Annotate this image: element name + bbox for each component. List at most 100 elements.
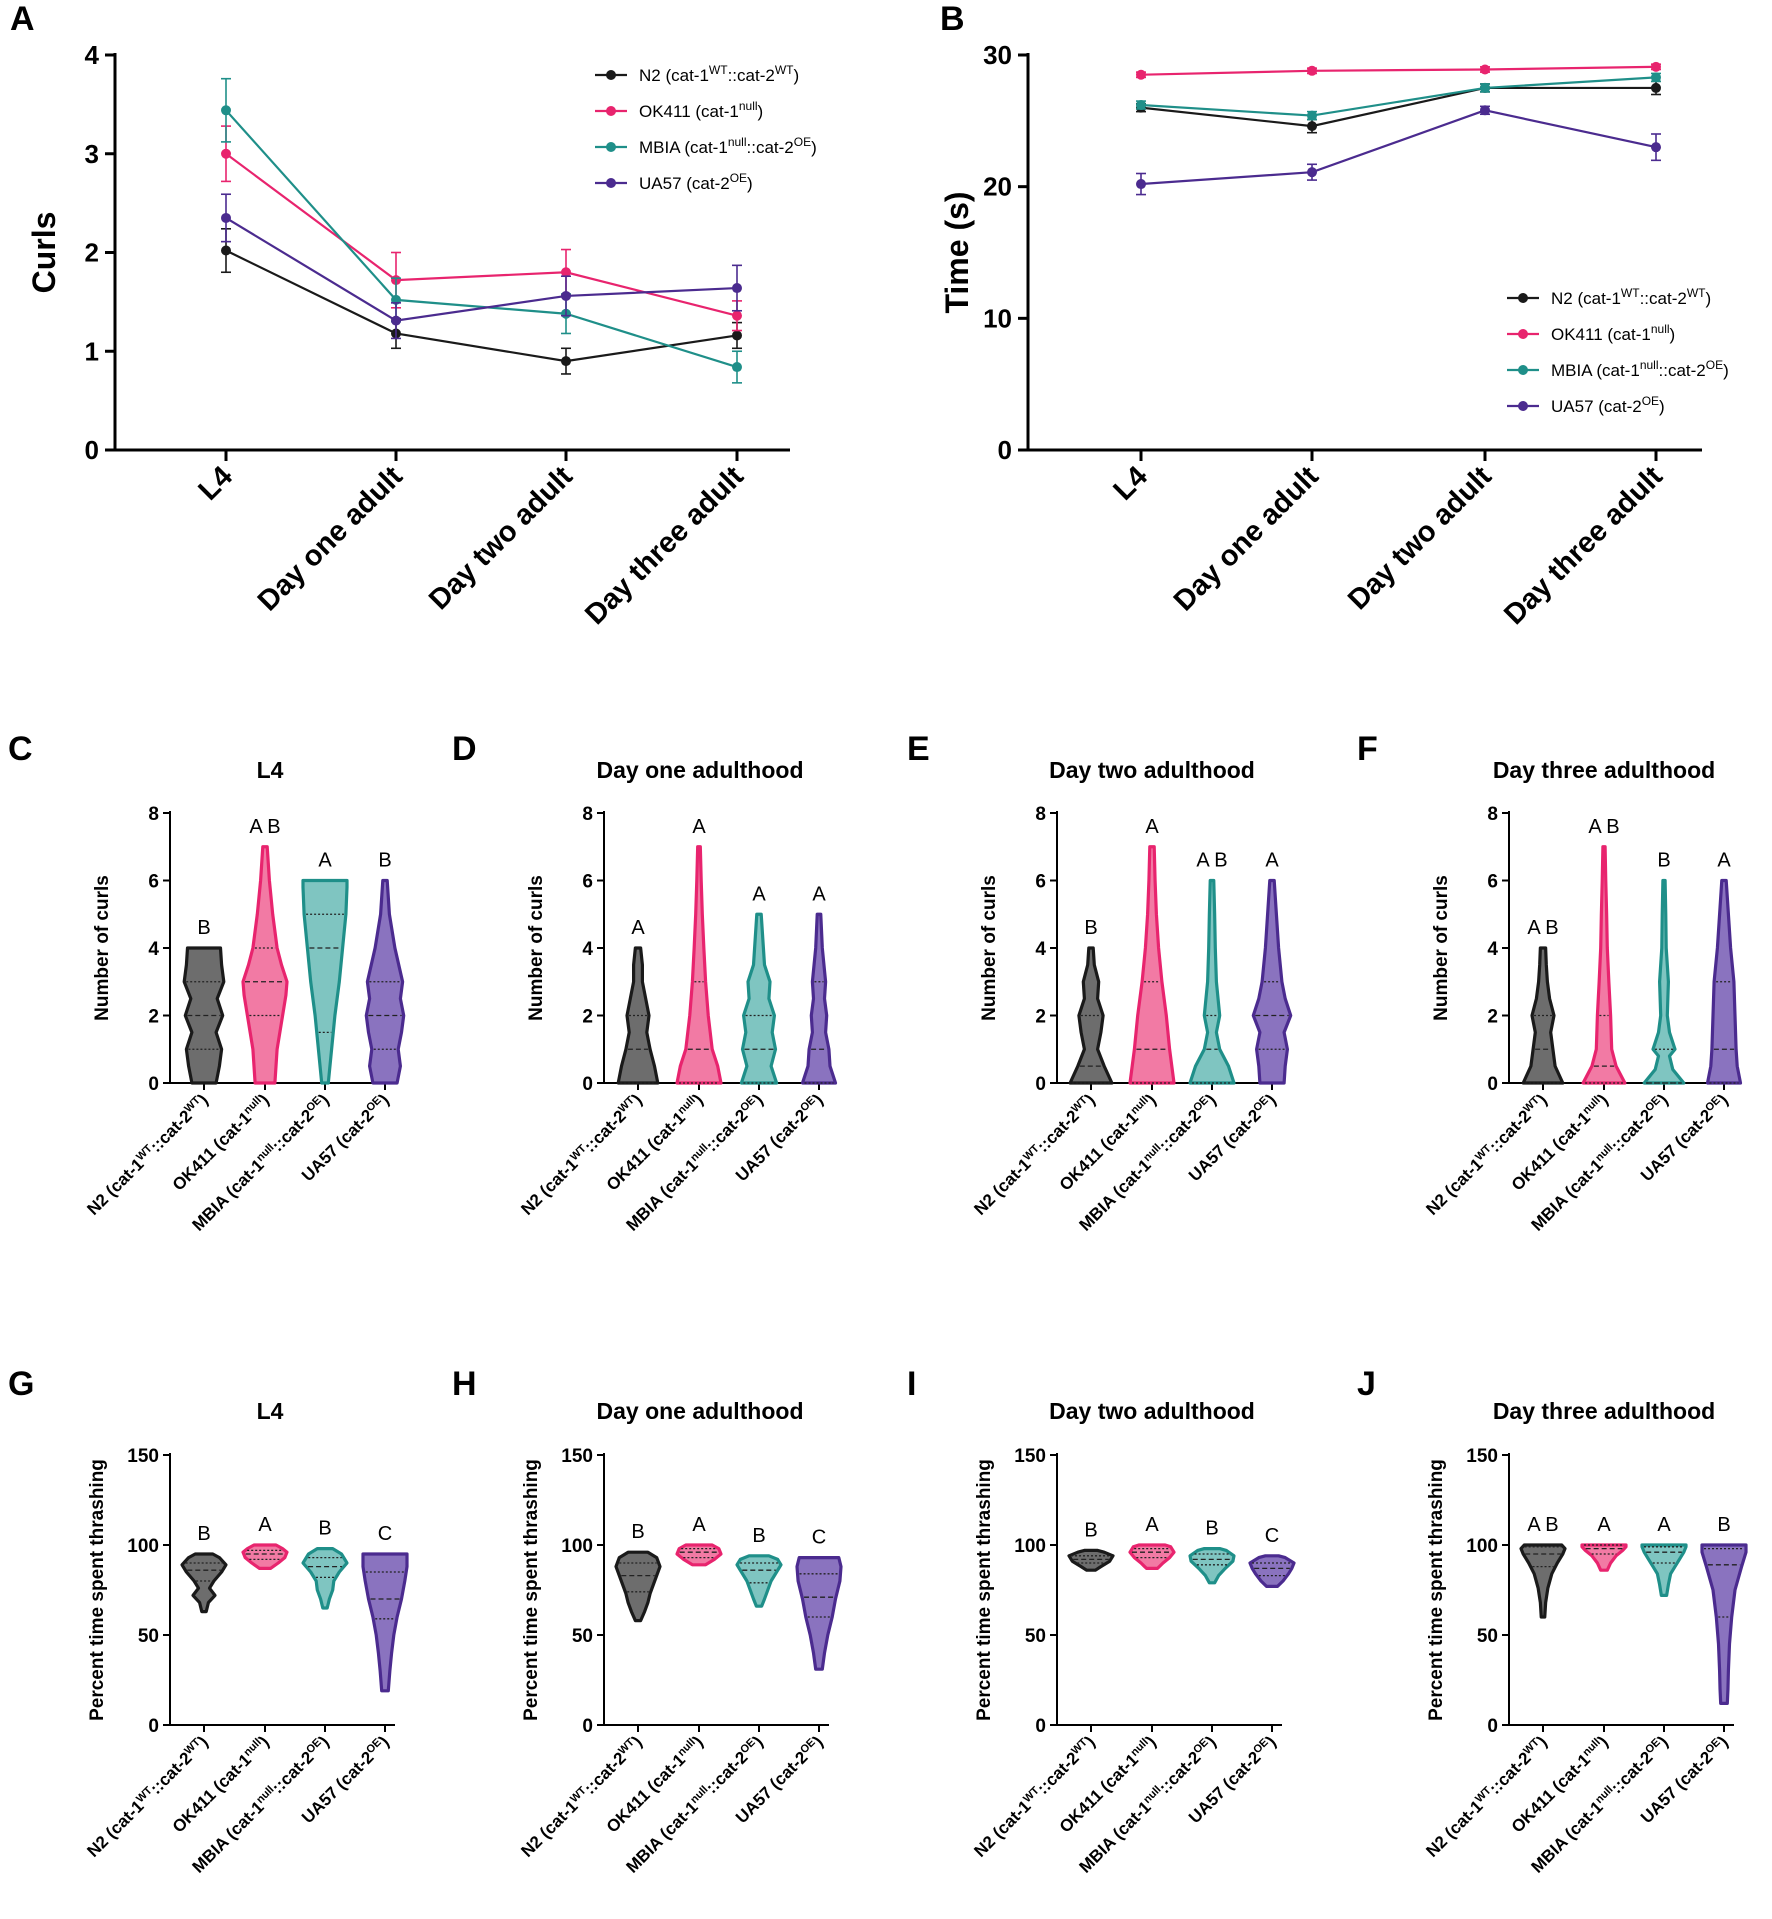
- violin-OK411: [675, 845, 723, 1085]
- data-point-OK411: [1136, 69, 1146, 80]
- x-tick-label: Day one adult: [252, 460, 409, 617]
- panel-title: Day two adulthood: [1049, 757, 1255, 783]
- panel-G: G L4 0 50 100 150 Percent time spent thrashing…: [8, 1365, 409, 1877]
- violin-N2: [1068, 946, 1114, 1085]
- series-line-N2: [225, 249, 738, 363]
- y-tick-label: 2: [1035, 1007, 1046, 1028]
- legend-swatch-dot: [606, 70, 616, 80]
- legend-entry: OK411 (cat-1null): [639, 99, 763, 121]
- data-point-MBIA: [1480, 82, 1490, 93]
- data-point-OK411: [1651, 61, 1661, 72]
- y-tick-label: 0: [1487, 1074, 1498, 1095]
- x-tick-label: N2 (cat-1WT::cat-2WT): [83, 1732, 211, 1860]
- significance-letter: B: [197, 917, 210, 939]
- y-tick-label: 30: [983, 40, 1012, 70]
- legend-swatch-dot: [606, 142, 616, 152]
- y-tick-label: 0: [1487, 1716, 1498, 1737]
- legend-entry: OK411 (cat-1null): [1551, 322, 1675, 344]
- significance-letter: A: [1657, 1514, 1671, 1536]
- y-axis-label: Curls: [26, 212, 62, 294]
- y-tick-label: 100: [1466, 1536, 1498, 1557]
- y-tick-label: 150: [1466, 1446, 1498, 1467]
- series-line-MBIA: [1140, 76, 1657, 117]
- data-point-N2: [732, 330, 742, 341]
- data-point-UA57: [732, 283, 742, 294]
- y-tick-label: 0: [148, 1716, 159, 1737]
- legend-swatch-dot: [1518, 329, 1528, 339]
- y-tick-label: 0: [148, 1074, 159, 1095]
- panel-title: Day one adulthood: [597, 1398, 804, 1424]
- significance-letter: A B: [1196, 850, 1227, 872]
- violin-N2: [180, 1552, 228, 1614]
- y-tick-label: 2: [85, 238, 99, 268]
- significance-letter: B: [1084, 917, 1097, 939]
- legend-swatch-dot: [606, 106, 616, 116]
- significance-letter: B: [1717, 1514, 1730, 1536]
- significance-letter: A: [1597, 1514, 1611, 1536]
- panel-label: D: [452, 730, 477, 768]
- significance-letter: A B: [249, 816, 280, 838]
- data-point-MBIA: [1307, 110, 1317, 121]
- significance-letter: B: [752, 1525, 765, 1547]
- data-point-UA57: [221, 212, 231, 223]
- y-tick-label: 4: [148, 939, 159, 960]
- y-tick-label: 6: [1035, 872, 1046, 893]
- significance-letter: A: [692, 1514, 706, 1536]
- data-point-OK411: [561, 267, 571, 278]
- violin-MBIA: [301, 878, 349, 1085]
- y-axis-label: Percent time spent thrashing: [1426, 1459, 1447, 1721]
- legend-swatch-dot: [1518, 401, 1528, 411]
- violin-MBIA: [735, 1554, 783, 1608]
- x-tick-label: Day two adult: [423, 460, 579, 616]
- x-tick-label: Day one adult: [1168, 460, 1325, 617]
- violin-UA57: [364, 878, 406, 1085]
- x-tick-label: N2 (cat-1WT::cat-2WT): [970, 1732, 1098, 1860]
- violin-UA57: [361, 1552, 409, 1693]
- violin-MBIA: [1640, 1543, 1688, 1598]
- y-tick-label: 100: [1014, 1536, 1046, 1557]
- y-tick-label: 150: [561, 1446, 593, 1467]
- significance-letter: B: [1084, 1519, 1097, 1541]
- y-tick-label: 0: [998, 435, 1012, 465]
- panel-label: I: [907, 1365, 916, 1403]
- y-tick-label: 50: [138, 1626, 159, 1647]
- significance-letter: B: [1205, 1518, 1218, 1540]
- data-point-UA57: [391, 315, 401, 326]
- y-axis-label: Percent time spent thrashing: [521, 1459, 542, 1721]
- data-point-UA57: [561, 290, 571, 301]
- panel-label: F: [1357, 730, 1378, 768]
- y-tick-label: 2: [582, 1007, 593, 1028]
- significance-letter: A: [1717, 850, 1731, 872]
- significance-letter: A: [692, 816, 706, 838]
- y-tick-label: 50: [572, 1626, 593, 1647]
- y-tick-label: 100: [561, 1536, 593, 1557]
- y-tick-label: 2: [148, 1007, 159, 1028]
- panel-title: L4: [257, 1398, 284, 1424]
- legend-entry: UA57 (cat-2OE): [639, 171, 753, 193]
- data-point-OK411: [221, 148, 231, 159]
- legend-entry: N2 (cat-1WT::cat-2WT): [1551, 286, 1711, 308]
- panel-H: H Day one adulthood 0 50 100 150 Percent time …: [452, 1365, 843, 1877]
- y-tick-label: 8: [148, 804, 159, 825]
- violin-OK411: [1581, 845, 1627, 1085]
- y-axis-label: Number of curls: [526, 875, 547, 1021]
- data-point-OK411: [732, 310, 742, 321]
- y-tick-label: 100: [127, 1536, 159, 1557]
- panel-title: L4: [257, 757, 284, 783]
- x-tick-label: Day two adult: [1342, 460, 1498, 616]
- significance-letter: B: [197, 1523, 210, 1545]
- significance-letter: A: [1145, 1514, 1159, 1536]
- significance-letter: C: [1265, 1525, 1279, 1547]
- data-point-N2: [1307, 121, 1317, 132]
- panel-B: B 0 10 20 30 Time (s) L4 Day one adult Day two a…: [939, 0, 1729, 631]
- significance-letter: A: [258, 1514, 272, 1536]
- violin-UA57: [800, 912, 838, 1085]
- y-tick-label: 1: [85, 336, 99, 366]
- significance-letter: A: [631, 917, 645, 939]
- significance-letter: A B: [1527, 917, 1558, 939]
- violin-MBIA: [1188, 878, 1236, 1085]
- significance-letter: C: [812, 1527, 826, 1549]
- panel-label: C: [8, 730, 33, 768]
- violin-MBIA: [301, 1546, 349, 1610]
